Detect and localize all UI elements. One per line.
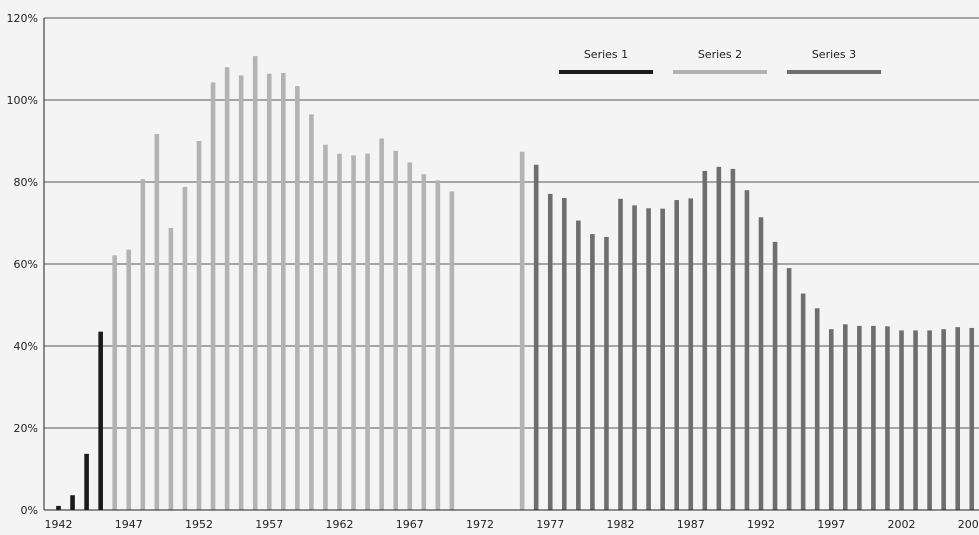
legend-label: Series 3 xyxy=(812,48,856,61)
bar-1990 xyxy=(730,168,736,510)
bar-1953 xyxy=(210,82,216,511)
bar-1983 xyxy=(632,205,637,510)
bar-1987 xyxy=(688,198,694,510)
bar-1976 xyxy=(533,164,539,510)
y-tick-label: 120% xyxy=(7,12,38,25)
bar-1981 xyxy=(604,236,609,510)
bar-1979 xyxy=(576,220,581,511)
bar-1946 xyxy=(112,255,117,510)
bar-1989 xyxy=(716,166,722,510)
bar-1982 xyxy=(618,198,623,510)
bar-1961 xyxy=(323,144,328,510)
bar-1943 xyxy=(70,495,75,510)
legend-swatch xyxy=(787,70,881,74)
bar-1944 xyxy=(84,453,89,510)
bar-1984 xyxy=(646,208,651,511)
bar-1996 xyxy=(814,308,820,510)
bar-2003 xyxy=(913,330,918,510)
x-tick-label: 1977 xyxy=(536,518,564,531)
x-tick-label: 1942 xyxy=(45,518,73,531)
bar-1985 xyxy=(660,208,665,510)
bar-1992 xyxy=(758,217,764,510)
bar-1950 xyxy=(168,227,174,511)
bar-1975 xyxy=(519,151,525,510)
x-tick-label: 2007 xyxy=(958,518,979,531)
bar-1995 xyxy=(800,293,806,510)
x-axis-tick-labels: 1942 1947 1952 1957 1962 1967 1972 1977 1982 1987… xyxy=(45,518,979,531)
bar-1963 xyxy=(351,155,356,510)
legend-swatch xyxy=(559,70,653,74)
bar-1957 xyxy=(266,73,272,510)
bar-1954 xyxy=(224,67,230,510)
bar-1966 xyxy=(393,150,398,510)
bar-1970 xyxy=(449,191,455,510)
legend-label: Series 1 xyxy=(584,48,628,61)
y-axis-tick-labels: 0% 20% 40% 60% 80% 100% 120% xyxy=(7,12,38,517)
bar-1999 xyxy=(857,325,862,510)
bar-1980 xyxy=(590,234,595,510)
bar-1997 xyxy=(828,329,834,510)
x-tick-label: 2002 xyxy=(888,518,916,531)
bar-1955 xyxy=(238,75,244,511)
y-tick-label: 20% xyxy=(14,422,38,435)
x-tick-label: 1972 xyxy=(466,518,494,531)
x-tick-label: 1962 xyxy=(326,518,354,531)
x-tick-label: 1997 xyxy=(817,518,845,531)
bar-1968 xyxy=(421,174,427,510)
bar-1945 xyxy=(98,331,103,510)
bar-1947 xyxy=(126,249,132,510)
bar-1978 xyxy=(562,197,567,511)
bar-2004 xyxy=(927,330,932,510)
bar-1960 xyxy=(309,114,314,510)
bar-1977 xyxy=(547,193,553,510)
bar-1956 xyxy=(252,56,258,510)
bar-1993 xyxy=(772,241,778,511)
legend-label: Series 2 xyxy=(698,48,742,61)
bar-1965 xyxy=(379,138,384,511)
x-tick-label: 1992 xyxy=(747,518,775,531)
bars xyxy=(56,56,975,511)
x-tick-label: 1947 xyxy=(115,518,143,531)
bar-1951 xyxy=(182,186,188,511)
bar-2001 xyxy=(885,326,890,510)
bar-1969 xyxy=(435,180,441,511)
bar-1967 xyxy=(407,162,413,510)
bar-2000 xyxy=(871,325,876,510)
bar-1962 xyxy=(337,153,342,510)
bar-1949 xyxy=(154,134,160,510)
x-tick-label: 1982 xyxy=(607,518,635,531)
legend: Series 1 Series 2 Series 3 xyxy=(559,48,881,74)
y-tick-label: 100% xyxy=(7,94,38,107)
bar-2005 xyxy=(941,329,946,510)
bar-1986 xyxy=(674,200,679,511)
x-tick-label: 1957 xyxy=(255,518,283,531)
y-tick-label: 80% xyxy=(14,176,38,189)
y-tick-label: 0% xyxy=(21,504,38,517)
bar-1958 xyxy=(281,72,286,510)
bar-1942 xyxy=(56,505,61,510)
bar-1948 xyxy=(140,179,146,510)
bar-1998 xyxy=(843,324,848,510)
legend-swatch xyxy=(673,70,767,74)
bar-1964 xyxy=(365,153,370,510)
bar-1952 xyxy=(196,141,202,510)
bar-1994 xyxy=(786,268,792,510)
bar-1959 xyxy=(295,86,300,510)
x-tick-label: 1987 xyxy=(677,518,705,531)
y-tick-label: 40% xyxy=(14,340,38,353)
x-tick-label: 1952 xyxy=(185,518,213,531)
y-tick-label: 60% xyxy=(14,258,38,271)
x-tick-label: 1967 xyxy=(396,518,424,531)
bar-2002 xyxy=(899,330,904,510)
bar-1991 xyxy=(744,190,750,510)
bar-2007 xyxy=(969,327,975,510)
bar-1988 xyxy=(702,170,708,510)
bar-2006 xyxy=(955,327,960,510)
